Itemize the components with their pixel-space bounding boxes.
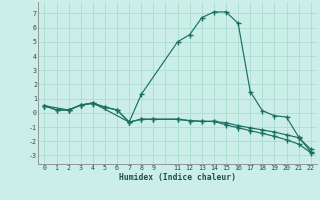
X-axis label: Humidex (Indice chaleur): Humidex (Indice chaleur) — [119, 173, 236, 182]
